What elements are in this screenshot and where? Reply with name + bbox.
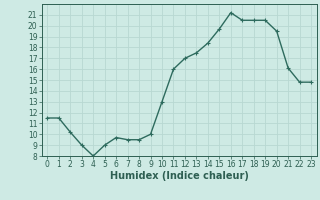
X-axis label: Humidex (Indice chaleur): Humidex (Indice chaleur) <box>110 171 249 181</box>
